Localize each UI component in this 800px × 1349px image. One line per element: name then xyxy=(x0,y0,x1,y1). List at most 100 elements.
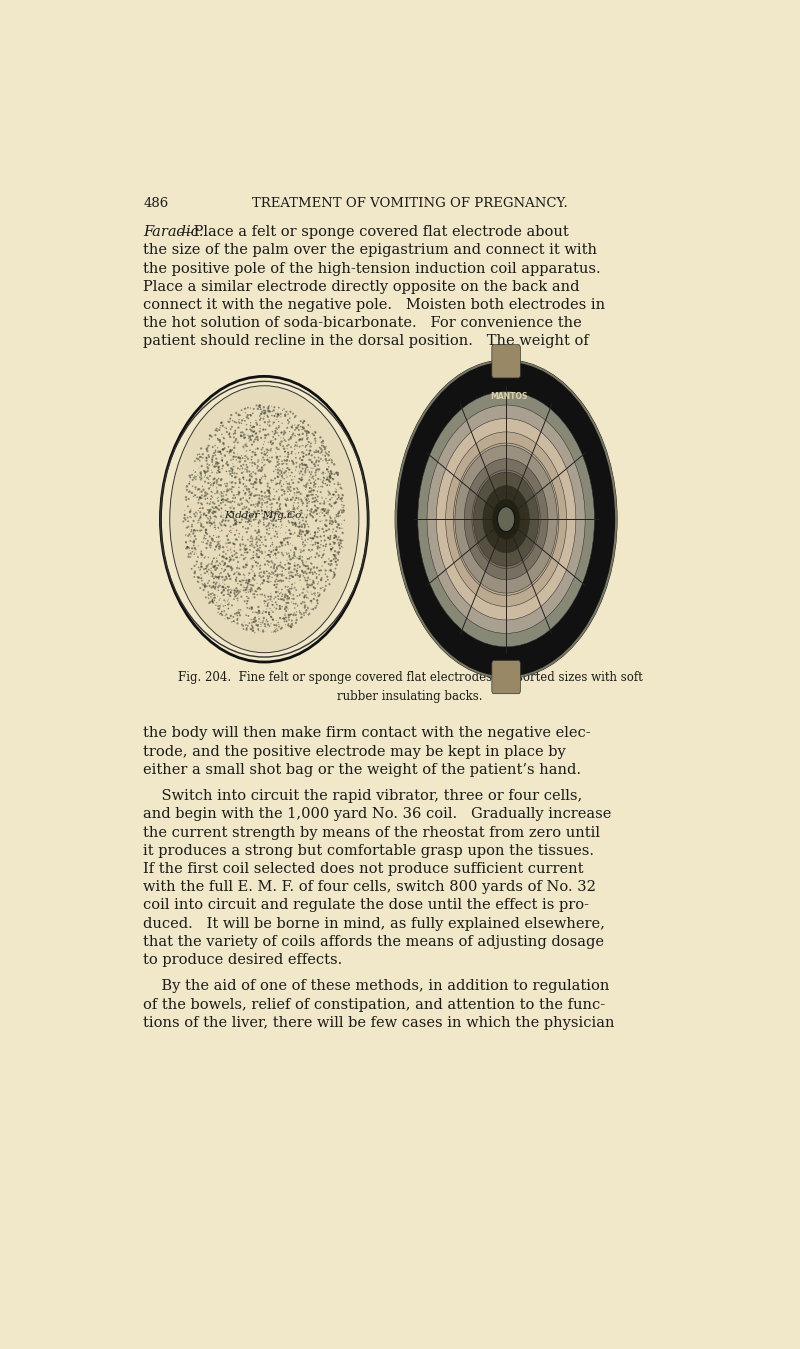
Point xyxy=(275,514,288,536)
Point xyxy=(326,514,338,536)
Point xyxy=(282,527,294,549)
Point xyxy=(323,513,336,534)
Point xyxy=(303,478,316,499)
Point xyxy=(211,487,224,509)
Point xyxy=(187,521,200,542)
Point xyxy=(238,496,250,518)
Point xyxy=(292,565,305,587)
Point xyxy=(218,608,231,630)
Point xyxy=(288,484,301,506)
Point xyxy=(198,575,210,596)
Point xyxy=(261,561,274,583)
Point xyxy=(258,425,271,447)
Point xyxy=(282,614,294,635)
Point xyxy=(318,492,331,514)
Point xyxy=(191,546,204,568)
Point xyxy=(211,452,224,473)
Point xyxy=(219,567,232,588)
Point xyxy=(226,463,238,484)
Point xyxy=(272,571,285,592)
Point xyxy=(222,422,235,444)
Point xyxy=(200,484,213,506)
Point xyxy=(305,433,318,455)
Point xyxy=(287,545,300,567)
Point xyxy=(239,434,252,456)
Point xyxy=(274,607,286,629)
Point xyxy=(195,487,208,509)
Point xyxy=(234,579,247,600)
Point xyxy=(326,510,338,532)
Point xyxy=(273,488,286,510)
Point xyxy=(314,511,326,533)
Point xyxy=(214,442,227,464)
Point xyxy=(218,417,231,438)
Point xyxy=(258,500,271,522)
Point xyxy=(274,502,287,523)
Point xyxy=(266,594,278,615)
Point xyxy=(280,471,293,492)
Point xyxy=(207,475,220,496)
Point xyxy=(209,587,222,608)
Point xyxy=(299,556,312,577)
Point xyxy=(196,494,209,515)
Point xyxy=(286,451,298,472)
Point xyxy=(233,409,246,430)
Text: TREATMENT OF VOMITING OF PREGNANCY.: TREATMENT OF VOMITING OF PREGNANCY. xyxy=(252,197,568,210)
Point xyxy=(258,428,271,449)
Point xyxy=(222,510,235,532)
Point xyxy=(238,577,251,599)
Point xyxy=(181,476,194,498)
Point xyxy=(206,473,218,495)
Point xyxy=(218,569,231,591)
Point xyxy=(327,544,340,565)
Point xyxy=(220,548,233,569)
Point xyxy=(218,554,231,576)
Point xyxy=(294,448,306,469)
Point xyxy=(233,602,246,623)
Point xyxy=(255,496,268,518)
Point xyxy=(188,532,201,553)
Point xyxy=(243,569,256,591)
Point xyxy=(223,422,236,444)
Point xyxy=(241,554,254,576)
Point xyxy=(239,540,252,561)
Point xyxy=(184,506,197,527)
Point xyxy=(330,461,343,483)
Point xyxy=(196,476,209,498)
Point xyxy=(237,453,250,475)
Point xyxy=(306,461,318,483)
Point xyxy=(230,546,242,568)
Point xyxy=(292,553,305,575)
Point xyxy=(210,592,223,614)
Point xyxy=(242,569,255,591)
Point xyxy=(330,506,343,527)
Point xyxy=(269,544,282,565)
Point xyxy=(274,415,286,437)
Point xyxy=(302,548,314,569)
Point xyxy=(269,500,282,522)
Point xyxy=(217,576,230,598)
Point xyxy=(268,424,281,445)
Point xyxy=(197,575,210,596)
Point xyxy=(229,487,242,509)
Point xyxy=(279,567,292,588)
Point xyxy=(255,526,268,548)
Point xyxy=(258,411,271,433)
Point xyxy=(291,585,304,607)
Point xyxy=(306,451,318,472)
Point xyxy=(254,567,267,588)
Point xyxy=(278,453,290,475)
Point xyxy=(314,506,326,527)
Point xyxy=(257,418,270,440)
Point xyxy=(311,521,324,542)
Point xyxy=(270,480,283,502)
Point xyxy=(206,549,219,571)
Point xyxy=(320,515,333,537)
Point xyxy=(250,471,262,492)
Point xyxy=(260,571,273,592)
Text: it produces a strong but comfortable grasp upon the tissues.: it produces a strong but comfortable gra… xyxy=(143,844,594,858)
Point xyxy=(312,441,325,463)
Point xyxy=(212,580,225,602)
Point xyxy=(256,500,269,522)
Point xyxy=(294,429,306,451)
